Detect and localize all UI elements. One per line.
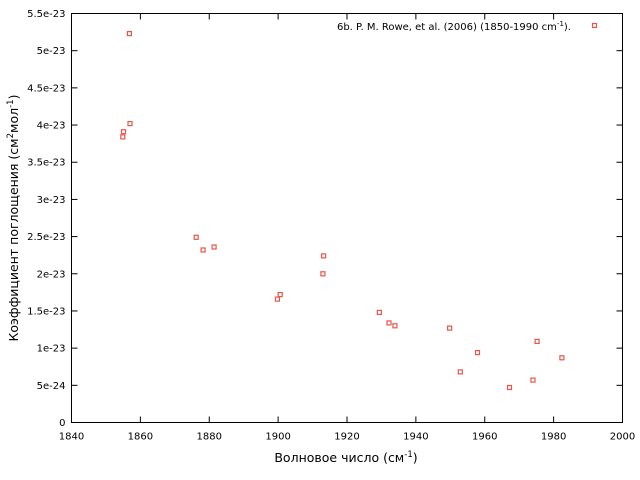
y-tick-label: 0	[59, 418, 65, 429]
data-point	[320, 271, 326, 277]
data-point	[559, 355, 565, 361]
x-axis-label: Волновое число (см-1)	[274, 450, 417, 465]
x-tick-label: 2000	[610, 432, 635, 443]
legend-label-end: ).	[564, 22, 571, 33]
y-axis-label-sup1: 2	[6, 133, 16, 138]
data-point	[534, 338, 540, 344]
y-tick-label: 1e-23	[37, 344, 66, 355]
axis-ticks	[71, 13, 623, 423]
data-point	[277, 292, 283, 298]
data-point	[274, 296, 280, 302]
legend-label: 6b. P. M. Rowe, et al. (2006) (1850-1990…	[337, 20, 571, 33]
x-tick-label: 1860	[128, 432, 153, 443]
y-tick-label: 5e-24	[37, 381, 66, 392]
plot-frame	[71, 13, 623, 423]
legend-marker	[591, 22, 598, 29]
x-tick-label: 1880	[197, 432, 222, 443]
x-tick-labels: 1840 1860 1880 1900 1920 1940 1960 1980 2000	[59, 432, 635, 443]
y-axis-label: Коэффициент поглощения (см2мол-1)	[6, 95, 21, 342]
x-axis-label-text: Волновое число (см	[274, 450, 404, 465]
data-point	[474, 350, 481, 356]
data-point	[457, 369, 463, 375]
data-point	[126, 31, 133, 37]
y-axis-label-end: )	[6, 95, 21, 100]
x-tick-label: 1960	[472, 432, 497, 443]
legend: 6b. P. M. Rowe, et al. (2006) (1850-1990…	[337, 20, 598, 33]
y-tick-label: 1.5e-23	[27, 306, 65, 317]
y-tick-label: 4e-23	[37, 121, 66, 132]
legend-label-sup: -1	[557, 20, 564, 28]
data-point	[193, 234, 199, 240]
data-point	[200, 247, 206, 253]
x-axis-label-end: )	[413, 450, 418, 465]
data-point	[321, 253, 327, 259]
y-axis-label-sup2: -1	[6, 99, 16, 107]
y-tick-label: 2e-23	[37, 269, 66, 280]
y-tick-label: 3.5e-23	[27, 158, 65, 169]
y-tick-labels: 0 5e-24 1e-23 1.5e-23 2e-23 2.5e-23 3e-23 3.5e-…	[27, 9, 65, 429]
y-tick-label: 2.5e-23	[27, 232, 65, 243]
data-point	[530, 377, 536, 383]
y-axis-label-text: Коэффициент поглощения (см	[6, 138, 21, 341]
data-point	[506, 384, 513, 391]
data-point	[386, 320, 392, 326]
y-tick-label: 3e-23	[37, 195, 66, 206]
data-points	[120, 31, 565, 391]
y-tick-label: 5.5e-23	[27, 9, 65, 20]
data-point	[127, 120, 133, 127]
x-tick-label: 1940	[403, 432, 428, 443]
data-point	[211, 244, 217, 250]
y-tick-label: 5e-23	[37, 46, 66, 57]
x-axis-label-sup: -1	[404, 450, 412, 460]
data-point	[447, 325, 453, 331]
x-tick-label: 1900	[265, 432, 290, 443]
x-tick-label: 1920	[334, 432, 359, 443]
x-tick-label: 1840	[59, 432, 84, 443]
legend-label-text: 6b. P. M. Rowe, et al. (2006) (1850-1990…	[337, 22, 557, 33]
x-tick-label: 1980	[541, 432, 566, 443]
y-axis-label-mid: мол	[6, 108, 21, 133]
y-tick-label: 4.5e-23	[27, 83, 65, 94]
data-point	[376, 309, 382, 315]
data-point	[120, 129, 127, 135]
data-point	[120, 134, 126, 140]
data-point	[392, 323, 398, 329]
